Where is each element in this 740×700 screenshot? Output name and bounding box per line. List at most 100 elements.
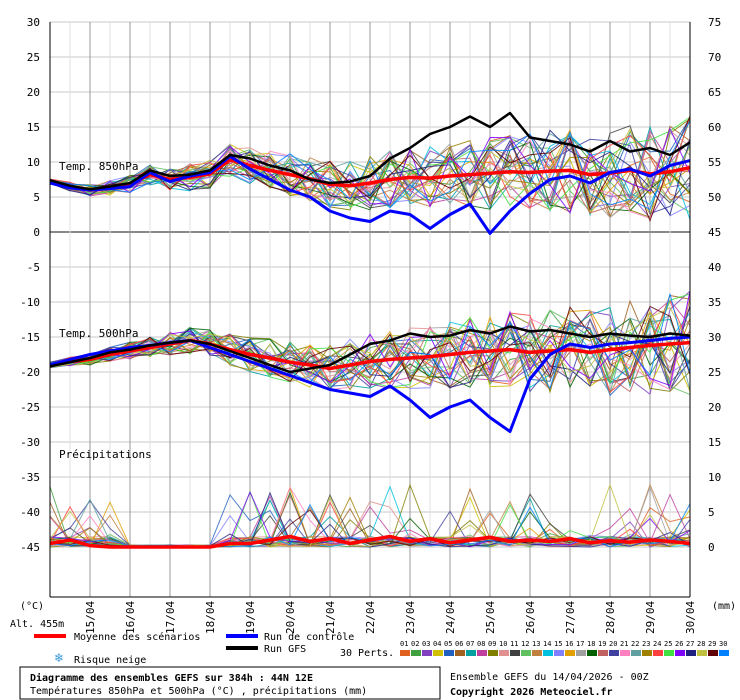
x-tick-label: 21/04	[324, 601, 337, 634]
pert-number: 20	[609, 640, 617, 648]
pert-color-swatch	[455, 650, 465, 656]
pert-number: 19	[598, 640, 606, 648]
right-tick-label: 0	[708, 541, 715, 554]
x-tick-label: 20/04	[284, 601, 297, 634]
pert-color-swatch	[719, 650, 729, 656]
legend-snow-label: Risque neige	[74, 655, 146, 666]
pert-number: 01	[400, 640, 408, 648]
pert-number: 26	[675, 640, 683, 648]
left-tick-label: -45	[20, 541, 40, 554]
pert-color-swatch	[488, 650, 498, 656]
pert-color-swatch	[565, 650, 575, 656]
perturbation-line	[49, 305, 691, 388]
right-tick-label: 35	[708, 296, 721, 309]
pert-number: 07	[466, 640, 474, 648]
legend-mean-label: Moyenne des scénarios	[74, 631, 200, 643]
right-tick-label: 60	[708, 121, 721, 134]
x-tick-label: 28/04	[604, 601, 617, 634]
pert-color-swatch	[433, 650, 443, 656]
pert-color-swatch	[576, 650, 586, 656]
mean-line-precip	[49, 534, 691, 549]
right-tick-label: 30	[708, 331, 721, 344]
left-tick-label: -10	[20, 296, 40, 309]
pert-color-swatch	[686, 650, 696, 656]
legend-control-label: Run de contrôle	[264, 631, 354, 643]
perturbation-line	[49, 317, 691, 393]
x-tick-label: 15/04	[84, 601, 97, 634]
x-tick-label: 23/04	[404, 601, 417, 634]
pert-color-swatch	[675, 650, 685, 656]
x-tick-label: 19/04	[244, 601, 257, 634]
pert-number: 12	[521, 640, 529, 648]
right-tick-label: 45	[708, 226, 721, 239]
perturbation-line	[49, 306, 691, 389]
right-tick-label: 20	[708, 401, 721, 414]
x-tick-label: 18/04	[204, 601, 217, 634]
right-axis-unit: (mm)	[712, 601, 736, 612]
pert-color-swatch	[422, 650, 432, 656]
pert-number: 28	[697, 640, 705, 648]
pert-color-swatch	[642, 650, 652, 656]
x-tick-label: 24/04	[444, 601, 457, 634]
plot-grid	[49, 21, 691, 597]
x-tick-label: 27/04	[564, 601, 577, 634]
pert-number: 22	[631, 640, 639, 648]
left-tick-label: 25	[27, 51, 40, 64]
pert-color-swatch	[499, 650, 509, 656]
pert-color-swatch	[664, 650, 674, 656]
pert-color-swatch	[466, 650, 476, 656]
right-tick-label: 65	[708, 86, 721, 99]
right-tick-label: 25	[708, 366, 721, 379]
title-box	[19, 666, 441, 700]
pert-number: 04	[433, 640, 441, 648]
pert-color-swatch	[653, 650, 663, 656]
snowflake-icon: ❄	[54, 651, 64, 665]
pert-number: 16	[565, 640, 573, 648]
pert-number: 30	[719, 640, 727, 648]
pert-color-swatch	[631, 650, 641, 656]
copyright: Copyright 2026 Meteociel.fr	[450, 686, 613, 698]
left-tick-label: 15	[27, 121, 40, 134]
pert-color-swatch	[598, 650, 608, 656]
right-tick-label: 15	[708, 436, 721, 449]
control-line-t850	[49, 154, 691, 235]
pert-number: 13	[532, 640, 540, 648]
left-tick-label: -40	[20, 506, 40, 519]
pert-number: 23	[642, 640, 650, 648]
left-tick-label: 10	[27, 156, 40, 169]
pert-number: 18	[587, 640, 595, 648]
pert-color-swatch	[444, 650, 454, 656]
perturbation-line	[49, 137, 691, 214]
pert-color-swatch	[477, 650, 487, 656]
left-axis-unit: (°C)	[20, 601, 44, 612]
pert-color-swatch	[543, 650, 553, 656]
pert-number: 25	[664, 640, 672, 648]
left-tick-label: -20	[20, 366, 40, 379]
pert-number: 24	[653, 640, 661, 648]
left-tick-label: 20	[27, 86, 40, 99]
left-tick-label: -30	[20, 436, 40, 449]
right-tick-label: 55	[708, 156, 721, 169]
section-label-t850: Temp. 850hPa	[59, 160, 138, 173]
pert-number: 03	[422, 640, 430, 648]
left-tick-label: 30	[27, 16, 40, 29]
pert-color-swatch	[609, 650, 619, 656]
section-label-t500: Temp. 500hPa	[59, 327, 138, 340]
pert-number: 06	[455, 640, 463, 648]
pert-number: 14	[543, 640, 551, 648]
pert-color-swatch	[532, 650, 542, 656]
pert-number: 29	[708, 640, 716, 648]
mean-line-t500	[49, 338, 691, 371]
pert-number: 09	[488, 640, 496, 648]
chart-title: Diagramme des ensembles GEFS sur 384h : …	[30, 672, 313, 684]
perturbation-legend: 01 02 03 04 05 06 07 08 09 10 11 12 13 14 15 16 17 18 19 20…	[400, 640, 729, 656]
pert-color-swatch	[400, 650, 410, 656]
highlighted-series	[49, 111, 691, 549]
pert-color-swatch	[620, 650, 630, 656]
ensemble-run-date: Ensemble GEFS du 14/04/2026 - 00Z	[450, 672, 649, 683]
section-label-precip: Précipitations	[59, 448, 152, 461]
pert-number: 15	[554, 640, 562, 648]
x-tick-label: 22/04	[364, 601, 377, 634]
